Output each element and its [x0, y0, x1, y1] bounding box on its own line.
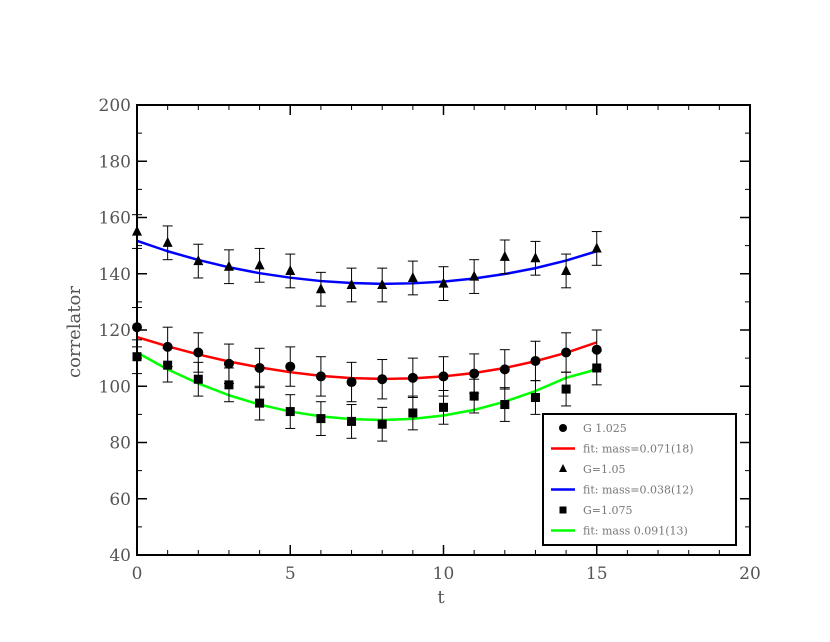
data-point-circle: [346, 377, 357, 388]
data-point-square: [500, 400, 510, 410]
data-point-circle: [438, 371, 449, 382]
x-tick-label: 0: [132, 564, 143, 584]
x-axis-label: t: [437, 587, 445, 608]
data-point-triangle: [315, 283, 326, 294]
data-point-triangle: [193, 255, 204, 266]
legend-fit-label: fit: mass 0.091(13): [583, 525, 688, 538]
data-point-square: [193, 374, 203, 384]
legend-marker-triangle: [559, 464, 567, 472]
data-point-circle: [469, 368, 480, 379]
data-point-square: [469, 391, 479, 401]
fit-line-1: [136, 335, 598, 381]
data-point-circle: [254, 362, 265, 373]
data-point-triangle: [469, 270, 480, 281]
y-tick-label: 100: [99, 377, 131, 397]
data-point-square: [439, 402, 448, 412]
legend-fit-label: fit: mass=0.071(18): [583, 443, 694, 456]
y-tick-label: 140: [99, 265, 131, 285]
fit-line-2: [136, 239, 598, 286]
data-point-triangle: [254, 259, 265, 270]
data-point-square: [530, 393, 540, 402]
y-tick-label: 160: [99, 209, 131, 229]
legend-series-label: G 1.025: [583, 422, 627, 435]
data-point-triangle: [499, 250, 510, 261]
data-point-triangle: [591, 242, 602, 253]
data-point-circle: [193, 347, 204, 358]
y-tick-label: 120: [99, 321, 131, 341]
data-point-circle: [499, 364, 510, 375]
data-point-triangle: [346, 279, 357, 289]
data-markers: [132, 225, 602, 429]
x-tick-label: 20: [739, 564, 761, 584]
data-point-square: [377, 419, 387, 429]
data-point-square: [163, 360, 173, 370]
y-tick-label: 200: [99, 96, 131, 116]
data-point-triangle: [285, 264, 296, 275]
x-tick-label: 10: [433, 564, 455, 584]
fit-lines: [136, 239, 598, 422]
axes: 0 5 10 15 20 40 60 80 100 120 140 160 180 200: [99, 96, 761, 584]
data-point-square: [255, 398, 265, 408]
data-point-square: [224, 380, 234, 390]
y-tick-label: 60: [109, 490, 131, 510]
x-tick-label: 5: [285, 564, 296, 584]
fit-line-3: [136, 351, 598, 422]
data-point-triangle: [223, 260, 234, 271]
data-point-circle: [285, 361, 296, 372]
legend-marker-square: [559, 506, 567, 514]
data-point-triangle: [530, 252, 541, 263]
data-point-circle: [223, 358, 234, 369]
data-point-circle: [407, 372, 418, 383]
data-point-circle: [591, 344, 602, 355]
data-point-triangle: [377, 279, 388, 289]
data-point-circle: [162, 341, 173, 352]
data-point-circle: [561, 347, 572, 358]
legend-series-label: G=1.05: [583, 463, 626, 476]
y-tick-label: 180: [99, 152, 131, 172]
legend-box: [542, 413, 737, 546]
data-point-square: [316, 414, 326, 424]
legend: G 1.025 fit: mass=0.071(18) G=1.05 fit: mas…: [542, 413, 737, 546]
data-point-square: [285, 407, 295, 417]
data-point-triangle: [438, 277, 449, 288]
data-point-triangle: [561, 264, 572, 275]
x-tick-label: 15: [586, 564, 608, 584]
data-point-triangle: [407, 271, 418, 282]
y-axis-label: correlator: [64, 286, 85, 378]
data-point-circle: [377, 374, 388, 385]
data-point-square: [561, 384, 571, 394]
legend-fit-label: fit: mass=0.038(12): [583, 484, 694, 497]
legend-marker-circle: [559, 424, 567, 432]
data-point-square: [592, 363, 602, 373]
data-point-triangle: [162, 236, 173, 247]
data-point-square: [347, 416, 357, 426]
y-tick-label: 40: [109, 546, 131, 566]
data-point-circle: [315, 371, 326, 382]
data-point-square: [408, 408, 418, 418]
y-tick-label: 80: [109, 434, 131, 454]
legend-series-label: G=1.075: [583, 504, 633, 517]
data-point-circle: [530, 355, 541, 366]
